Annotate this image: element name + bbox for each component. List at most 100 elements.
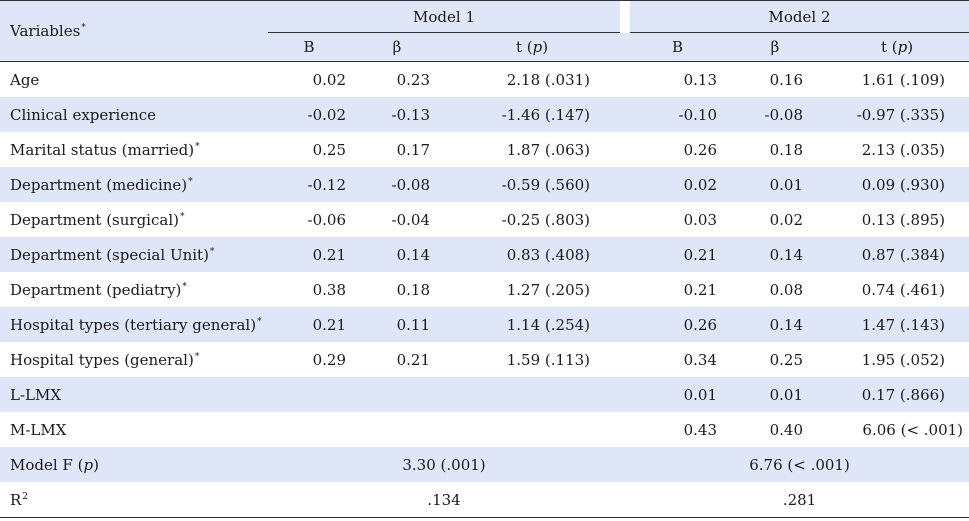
m1-beta-cell: 0.17 <box>396 140 430 159</box>
gap-cell <box>620 447 630 482</box>
m2-t-cell: -0.97 (.335) <box>856 105 946 124</box>
m2-beta-cell: 0.16 <box>769 70 804 89</box>
row-label: Department (medicine)* <box>10 175 193 194</box>
table-row: Clinical experience -0.02 -0.13 -1.46 (.… <box>0 97 969 132</box>
m1-b-cell: 0.21 <box>312 315 346 334</box>
row-label: Clinical experience <box>10 105 157 124</box>
r-squared-label: R2 <box>0 482 268 518</box>
m2-b-cell: 0.02 <box>683 175 718 194</box>
m1-t-cell: 0.83 (.408) <box>506 245 591 264</box>
header-row-stats: B β t (p) B β t (p) <box>0 32 969 62</box>
m1-beta-header: β <box>350 32 444 62</box>
m1-b-cell: 0.21 <box>312 245 346 264</box>
table-row: L-LMX 0.01 0.01 0.17 (.866) <box>0 377 969 412</box>
m2-t-cell: 0.17 (.866) <box>861 385 946 404</box>
row-label: L-LMX <box>10 385 62 404</box>
m1-beta-cell: -0.04 <box>391 210 430 229</box>
m1-beta-cell: -0.13 <box>391 105 430 124</box>
m1-b-cell: 0.25 <box>312 140 346 159</box>
row-label: Marital status (married)* <box>10 140 200 159</box>
m2-b-header: B <box>630 32 726 62</box>
m1-b-cell: 0.29 <box>312 350 346 369</box>
m2-beta-cell: 0.01 <box>769 175 804 194</box>
m1-beta-cell: 0.14 <box>396 245 430 264</box>
variables-header: Variables* <box>0 0 268 62</box>
table-row: Department (medicine)* -0.12 -0.08 -0.59… <box>0 167 969 202</box>
header-gap <box>620 0 631 33</box>
m1-b-cell: 0.38 <box>312 280 346 299</box>
m1-b-cell <box>268 412 350 447</box>
model1-header: Model 1 <box>268 0 621 33</box>
m2-beta-header: β <box>725 32 826 62</box>
m2-b-cell: 0.21 <box>683 245 718 264</box>
m2-b-cell: 0.43 <box>683 420 718 439</box>
row-label: Department (special Unit)* <box>10 245 215 264</box>
header-row-models: Variables* Model 1 Model 2 <box>0 0 969 62</box>
m2-t-header: t (p) <box>825 32 969 62</box>
table-row: Hospital types (tertiary general)* 0.21 … <box>0 307 969 342</box>
m1-t-cell: -1.46 (.147) <box>501 105 591 124</box>
gap-cell <box>620 237 630 272</box>
m2-t-cell: 0.74 (.461) <box>861 280 946 299</box>
m1-b-cell: -0.02 <box>307 105 346 124</box>
m1-t-cell: 1.59 (.113) <box>506 350 591 369</box>
m1-b-cell: 0.02 <box>312 70 346 89</box>
gap-cell <box>620 62 630 98</box>
m2-beta-cell: 0.14 <box>769 315 804 334</box>
m2-t-cell: 0.87 (.384) <box>861 245 946 264</box>
m2-b-cell: 0.13 <box>683 70 718 89</box>
m2-beta-cell: 0.25 <box>769 350 804 369</box>
gap-cell <box>620 377 630 412</box>
m2-b-cell: 0.01 <box>683 385 718 404</box>
gap-cell <box>620 202 630 237</box>
table-row: M-LMX 0.43 0.40 6.06 (< .001) <box>0 412 969 447</box>
m1-b-cell <box>268 377 350 412</box>
m1-beta-cell: 0.18 <box>396 280 430 299</box>
m1-beta-cell: 0.23 <box>396 70 430 89</box>
m1-beta-cell <box>350 412 444 447</box>
m2-b-cell: 0.26 <box>683 140 718 159</box>
gap-cell <box>620 412 630 447</box>
m1-t-cell: 2.18 (.031) <box>506 70 591 89</box>
m2-beta-cell: 0.08 <box>769 280 804 299</box>
m2-b-cell: 0.03 <box>683 210 718 229</box>
m2-beta-cell: 0.02 <box>769 210 804 229</box>
model1-r-squared: .134 <box>268 482 621 518</box>
m1-t-cell: 1.27 (.205) <box>506 280 591 299</box>
m1-b-cell: -0.06 <box>307 210 346 229</box>
row-label: Hospital types (tertiary general)* <box>10 315 262 334</box>
m2-t-cell: 2.13 (.035) <box>861 140 946 159</box>
header-gap <box>620 32 631 62</box>
m2-beta-cell: -0.08 <box>764 105 804 124</box>
m1-t-cell <box>444 412 620 447</box>
row-label: M-LMX <box>10 420 67 439</box>
m1-beta-cell: 0.11 <box>396 315 430 334</box>
m2-beta-cell: 0.14 <box>769 245 804 264</box>
gap-cell <box>620 132 630 167</box>
m2-beta-cell: 0.40 <box>769 420 804 439</box>
m2-b-cell: 0.21 <box>683 280 718 299</box>
m2-b-cell: -0.10 <box>678 105 718 124</box>
m2-b-cell: 0.34 <box>683 350 718 369</box>
model-f-label: Model F (p) <box>10 455 99 474</box>
m2-t-cell: 1.61 (.109) <box>861 70 946 89</box>
m2-t-cell: 0.13 (.895) <box>861 210 946 229</box>
m2-b-cell: 0.26 <box>683 315 718 334</box>
m1-t-cell: -0.59 (.560) <box>501 175 591 194</box>
row-label: Hospital types (general)* <box>10 350 200 369</box>
gap-cell <box>620 307 630 342</box>
m1-t-cell <box>444 377 620 412</box>
m2-beta-cell: 0.01 <box>769 385 804 404</box>
m1-t-cell: 1.87 (.063) <box>506 140 591 159</box>
table-row: Age 0.02 0.23 2.18 (.031) 0.13 0.16 1.61… <box>0 62 969 98</box>
m2-t-cell: 1.95 (.052) <box>861 350 946 369</box>
model2-r-squared: .281 <box>630 482 969 518</box>
table-row: Department (surgical)* -0.06 -0.04 -0.25… <box>0 202 969 237</box>
table-row: Department (special Unit)* 0.21 0.14 0.8… <box>0 237 969 272</box>
table-row: Department (pediatry)* 0.38 0.18 1.27 (.… <box>0 272 969 307</box>
row-label: Department (surgical)* <box>10 210 185 229</box>
m2-t-cell: 6.06 (< .001) <box>862 420 964 439</box>
model2-f-value: 6.76 (< .001) <box>749 455 850 474</box>
